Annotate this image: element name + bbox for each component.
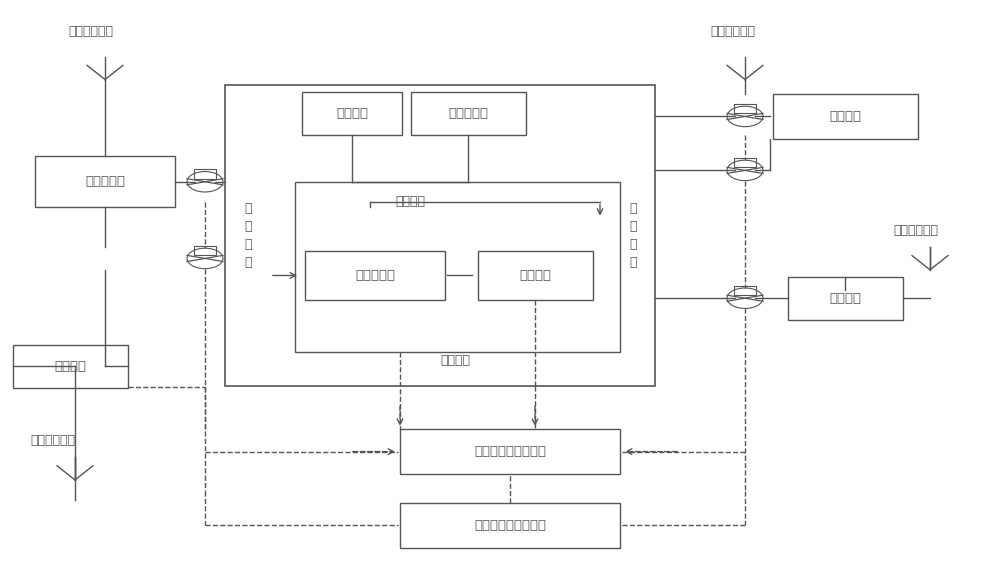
Text: 排气消声装置: 排气消声装置 [893,224,938,236]
Text: 出口蜗壳: 出口蜗壳 [395,195,425,208]
FancyBboxPatch shape [788,277,902,320]
Text: 离心压气机: 离心压气机 [355,269,395,282]
FancyBboxPatch shape [734,286,756,295]
FancyBboxPatch shape [194,169,216,179]
Text: 抽气机组: 抽气机组 [829,292,861,304]
Text: 数据采集与处理系统: 数据采集与处理系统 [474,445,546,458]
FancyBboxPatch shape [305,252,445,300]
Text: 抽气机组: 抽气机组 [54,360,86,373]
FancyBboxPatch shape [302,93,402,135]
FancyBboxPatch shape [734,158,756,168]
Text: 加降温系统: 加降温系统 [85,176,125,188]
FancyBboxPatch shape [478,252,592,300]
FancyBboxPatch shape [734,104,756,114]
Text: 滑油系统: 滑油系统 [336,107,368,120]
FancyBboxPatch shape [400,503,620,548]
FancyBboxPatch shape [225,85,655,386]
FancyBboxPatch shape [411,93,526,135]
FancyBboxPatch shape [295,182,620,352]
Text: 排
气
系
统: 排 气 系 统 [629,202,637,269]
Text: 进
气
系
统: 进 气 系 统 [244,202,252,269]
FancyBboxPatch shape [772,94,918,139]
Text: 进排气调节控制系统: 进排气调节控制系统 [474,519,546,532]
FancyBboxPatch shape [35,156,175,207]
Text: 进气消声装置: 进气消声装置 [68,25,113,37]
Text: 降温系统: 降温系统 [829,110,861,123]
FancyBboxPatch shape [13,345,128,388]
Text: 进气消声装置: 进气消声装置 [710,25,755,37]
Text: 排气消声装置: 排气消声装置 [30,434,75,446]
FancyBboxPatch shape [194,246,216,256]
FancyBboxPatch shape [400,429,620,474]
Text: 冷却水系统: 冷却水系统 [448,107,488,120]
Text: 传动装置: 传动装置 [440,354,470,367]
Text: 起动系统: 起动系统 [519,269,551,282]
